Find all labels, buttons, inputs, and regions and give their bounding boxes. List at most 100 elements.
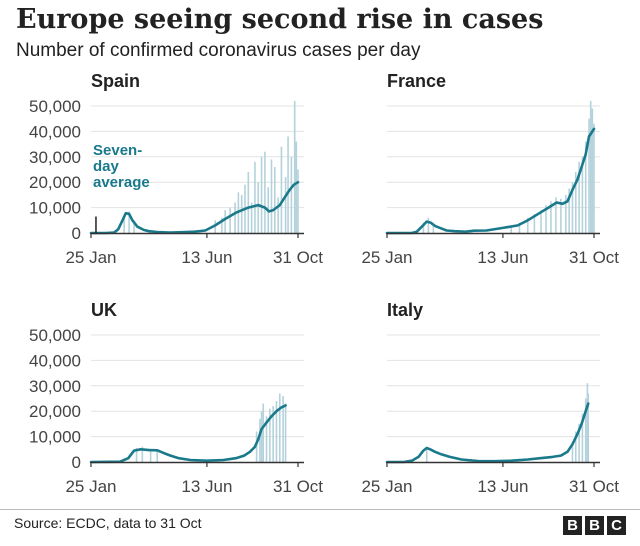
spain-daily-bar (221, 217, 223, 233)
italy-daily-bar (571, 441, 574, 462)
spain-daily-bar (297, 169, 299, 233)
spain-daily-bar (264, 151, 266, 233)
uk-y-tick-label: 30,000 (29, 377, 81, 396)
uk-daily-bar (255, 431, 258, 462)
france-daily-bar (526, 217, 529, 233)
uk-daily-bar (275, 401, 278, 462)
france-daily-bar (432, 225, 435, 233)
italy-daily-bar (425, 446, 428, 462)
uk-daily-bar (149, 448, 152, 462)
spain-y-tick-label: 20,000 (29, 173, 81, 192)
annotation-line: average (93, 174, 150, 191)
france-daily-bar (555, 197, 557, 233)
annotation-line: Seven- (93, 142, 142, 159)
spain-y-tick-label: 0 (72, 224, 81, 243)
france-daily-bar (518, 222, 521, 233)
spain-daily-bar (123, 217, 125, 233)
uk-daily-bar (135, 448, 138, 462)
uk-daily-bar (259, 418, 261, 462)
france-daily-bar (574, 172, 577, 233)
spain-daily-bar (229, 207, 231, 233)
bbc-logo-letter-b2: B (585, 516, 604, 535)
uk-average-line (89, 404, 287, 464)
france-daily-bar (578, 161, 580, 233)
france-daily-bar (422, 222, 425, 233)
spain-x-tick-label: 13 Jun (181, 248, 232, 267)
spain-daily-bar (224, 210, 226, 233)
spain-daily-bar (270, 159, 273, 233)
france-x-tick-label: 13 Jun (477, 248, 528, 267)
spain-daily-bar (293, 100, 296, 233)
footer-divider (0, 509, 640, 510)
spain-daily-bar (280, 146, 283, 233)
spain-daily-bar (257, 182, 260, 233)
uk-y-tick-label: 20,000 (29, 402, 81, 421)
france-panel-title: France (387, 71, 446, 91)
chart-subtitle: Number of confirmed coronavirus cases pe… (16, 40, 421, 61)
uk-daily-bar (141, 446, 144, 462)
italy-daily-bar (578, 423, 580, 462)
france-daily-bar (581, 156, 584, 233)
spain-annotation-label: Seven-day average (93, 142, 150, 191)
france-x-tick-label: 31 Oct (569, 248, 619, 267)
spain-y-tick-label: 10,000 (29, 199, 81, 218)
spain-daily-bar (290, 156, 293, 233)
uk-x-tick-label: 13 Jun (181, 477, 232, 496)
uk-y-tick-label: 0 (72, 453, 81, 472)
uk-daily-bar (272, 406, 274, 462)
spain-daily-bar (133, 220, 135, 233)
uk-daily-bar (278, 393, 281, 462)
spain-y-tick-label: 40,000 (29, 122, 81, 141)
uk-y-tick-label: 10,000 (29, 428, 81, 447)
france-daily-bar (427, 217, 430, 233)
france-daily-bar (589, 100, 592, 233)
spain-daily-bar (277, 197, 279, 233)
spain-panel-title: Spain (91, 71, 140, 91)
italy-daily-bar (581, 413, 584, 462)
france-daily-bar (571, 182, 574, 233)
spain-daily-bar (240, 194, 243, 233)
uk-daily-bar (156, 449, 159, 462)
uk-daily-bar (282, 395, 284, 462)
italy-daily-bar (586, 383, 589, 462)
france-daily-bar (565, 194, 567, 233)
spain-daily-bar (274, 166, 276, 233)
france-daily-bar (545, 205, 547, 233)
spain-daily-bar (284, 177, 287, 233)
uk-y-tick-label: 40,000 (29, 351, 81, 370)
uk-daily-bar (284, 403, 287, 462)
spain-daily-bar (234, 202, 236, 233)
spain-x-tick-label: 31 Oct (273, 248, 323, 267)
france-daily-bar (591, 108, 594, 233)
france-daily-bar (593, 123, 595, 233)
chart-title: Europe seeing second rise in cases (16, 4, 544, 35)
italy-daily-bar (574, 431, 577, 462)
france-daily-bar (588, 118, 590, 233)
italy-daily-bar (587, 393, 590, 462)
bbc-logo: B B C (563, 516, 626, 535)
uk-panel-title: UK (91, 300, 117, 320)
uk-x-tick-label: 25 Jan (65, 477, 116, 496)
uk-x-tick-label: 31 Oct (273, 477, 323, 496)
spain-daily-bar (260, 156, 263, 233)
france-daily-bar (568, 188, 570, 233)
spain-y-tick-label: 50,000 (29, 97, 81, 116)
uk-daily-bar (260, 411, 263, 462)
france-average-line (385, 127, 596, 235)
france-daily-bar (510, 226, 512, 233)
bbc-logo-letter-b1: B (563, 516, 582, 535)
uk-y-tick-label: 50,000 (29, 326, 81, 345)
spain-average-line (89, 180, 300, 235)
uk-daily-bar (269, 408, 271, 462)
italy-panel-title: Italy (387, 300, 423, 320)
spain-daily-bar (128, 211, 130, 233)
source-note: Source: ECDC, data to 31 Oct (14, 515, 202, 531)
italy-x-tick-label: 31 Oct (569, 477, 619, 496)
france-daily-bar (584, 141, 587, 233)
spain-x-tick-label: 25 Jan (65, 248, 116, 267)
italy-average-line (385, 402, 590, 464)
spain-y-tick-label: 30,000 (29, 148, 81, 167)
italy-x-tick-label: 25 Jan (361, 477, 412, 496)
spain-daily-bar (254, 161, 256, 233)
